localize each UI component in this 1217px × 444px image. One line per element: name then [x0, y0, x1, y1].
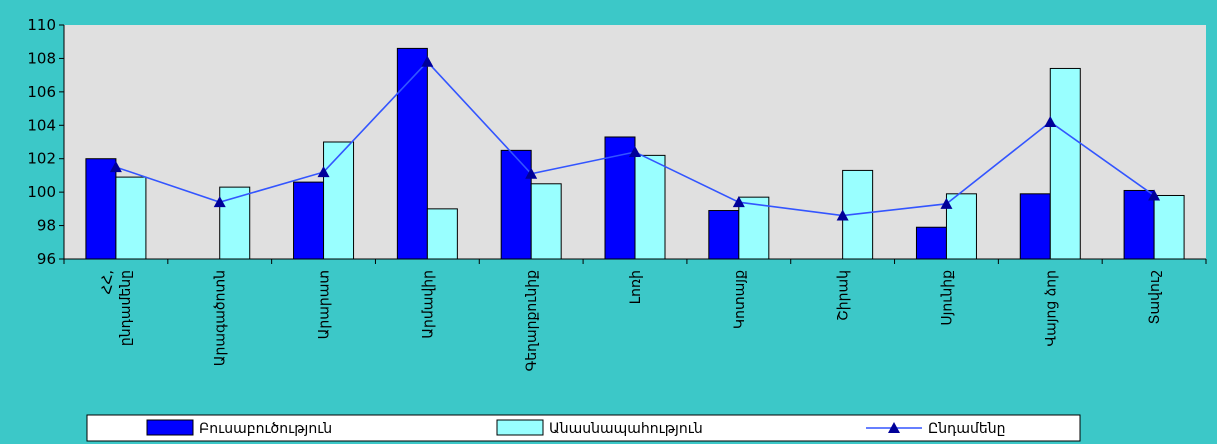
category-label: ընդամենը — [118, 270, 134, 346]
category-label: Գեղարքունիք — [524, 270, 540, 371]
legend-label: Բուսաբուծություն — [199, 421, 332, 437]
line-layer — [109, 55, 1161, 221]
bar — [708, 210, 740, 260]
line-marker — [109, 161, 122, 173]
legend-swatch — [146, 419, 194, 436]
y-tick-label: 100 — [27, 183, 56, 201]
bar — [530, 183, 562, 260]
line-marker — [317, 166, 330, 178]
bar — [634, 154, 666, 260]
category-label: Արմավիր — [420, 270, 436, 339]
category-label: Լոռի — [628, 270, 644, 304]
category-label: Կոտայք — [732, 270, 748, 329]
legend-box — [86, 414, 1081, 442]
line-marker — [213, 196, 226, 208]
bar — [738, 196, 770, 260]
bar — [1153, 194, 1185, 260]
bar — [323, 141, 355, 260]
y-tick-label: 98 — [37, 217, 56, 235]
category-label: Տավուշ — [1147, 270, 1163, 324]
y-tick-label: 106 — [27, 83, 56, 101]
y-tick-label: 108 — [27, 49, 56, 67]
bar — [945, 193, 977, 260]
legend-marker — [888, 422, 900, 433]
legend: Բուսաբուծություն Անասնապահություն Ընդամենը — [86, 414, 1081, 442]
y-tick-label: 102 — [27, 150, 56, 168]
legend-label: Ընդամենը — [928, 421, 1006, 437]
category-label: Վայոց ձոր — [1043, 270, 1059, 346]
category-label: Արագածոտն — [213, 270, 229, 366]
category-label: Արարատ — [317, 270, 333, 339]
bar — [115, 176, 147, 260]
bars-layer — [85, 47, 1185, 260]
y-tick-label: 104 — [27, 116, 56, 134]
line-marker — [629, 146, 641, 158]
bar — [1049, 67, 1081, 260]
line-marker — [1148, 189, 1161, 201]
bar — [426, 208, 458, 260]
bar — [1123, 189, 1155, 260]
line-marker — [836, 209, 849, 221]
legend-swatch — [496, 419, 544, 436]
y-ticks: 96 98 100 102 104 106 108 110 — [27, 16, 64, 268]
y-tick-label: 110 — [27, 16, 56, 34]
line-marker — [732, 196, 745, 208]
category-label: Սյունիք — [939, 270, 955, 326]
y-tick-label: 96 — [37, 250, 56, 268]
bar — [293, 181, 325, 260]
line-marker — [940, 197, 953, 209]
bar — [85, 158, 117, 260]
bar — [396, 47, 428, 260]
category-label: ՀՀ, — [100, 270, 116, 295]
bar — [500, 149, 532, 260]
x-ticks: ՀՀ, ընդամենը Արագածոտն Արարատ Արմավիր Գեղարքո… — [63, 259, 1207, 371]
category-label: Շիրակ — [836, 270, 852, 321]
line-marker — [421, 55, 434, 67]
line-marker — [525, 167, 538, 179]
legend-label: Անասնապահություն — [549, 421, 703, 437]
bar — [1019, 193, 1051, 260]
bar — [915, 226, 947, 260]
line-marker — [1044, 115, 1057, 127]
